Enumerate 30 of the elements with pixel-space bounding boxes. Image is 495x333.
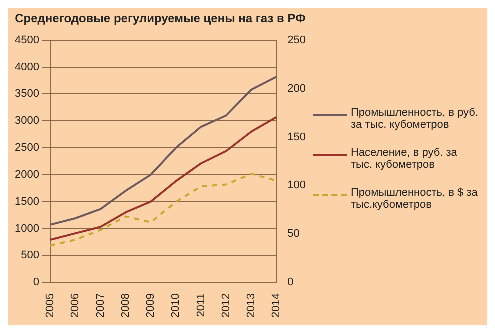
y2-tick-label: 50 bbox=[288, 228, 300, 240]
y-tick-label: 3000 bbox=[14, 115, 40, 128]
y-tick-label: 1000 bbox=[14, 222, 40, 235]
x-tick-label: 2012 bbox=[220, 294, 232, 318]
y2-tick-label: 200 bbox=[288, 82, 306, 95]
y-tick-label: 4500 bbox=[14, 34, 40, 46]
y-tick-label: 1500 bbox=[14, 196, 40, 208]
y2-tick-label: 250 bbox=[288, 34, 306, 46]
y-tick-label: 0 bbox=[33, 276, 40, 289]
legend-label: Население, в руб. за тыс. кубометров bbox=[351, 146, 458, 170]
y-tick-label: 4000 bbox=[14, 61, 40, 74]
x-tick-label: 2014 bbox=[270, 294, 283, 318]
y-tick-label: 2500 bbox=[14, 142, 40, 154]
x-tick-label: 2010 bbox=[170, 294, 182, 318]
y-tick-label: 500 bbox=[21, 250, 40, 262]
y2-tick-label: 100 bbox=[288, 180, 306, 192]
legend-label: Промышленность, в $ за тыс.кубометров bbox=[351, 186, 479, 210]
legend-label: Промышленность, в руб. за тыс. кубометров bbox=[351, 106, 479, 130]
x-tick-label: 2009 bbox=[145, 294, 158, 318]
y2-tick-label: 0 bbox=[288, 276, 294, 289]
x-tick-label: 2008 bbox=[120, 294, 132, 318]
y-tick-label: 2000 bbox=[14, 168, 40, 181]
y-tick-label: 3500 bbox=[14, 88, 40, 100]
x-tick-label: 2005 bbox=[44, 294, 56, 318]
y2-tick-label: 150 bbox=[288, 131, 306, 144]
x-tick-label: 2013 bbox=[246, 294, 258, 318]
x-tick-label: 2006 bbox=[70, 294, 82, 318]
x-tick-label: 2007 bbox=[94, 294, 107, 318]
chart-title: Среднегодовые регулируемые цены на газ в РФ bbox=[15, 12, 306, 26]
x-tick-label: 2011 bbox=[195, 294, 208, 318]
